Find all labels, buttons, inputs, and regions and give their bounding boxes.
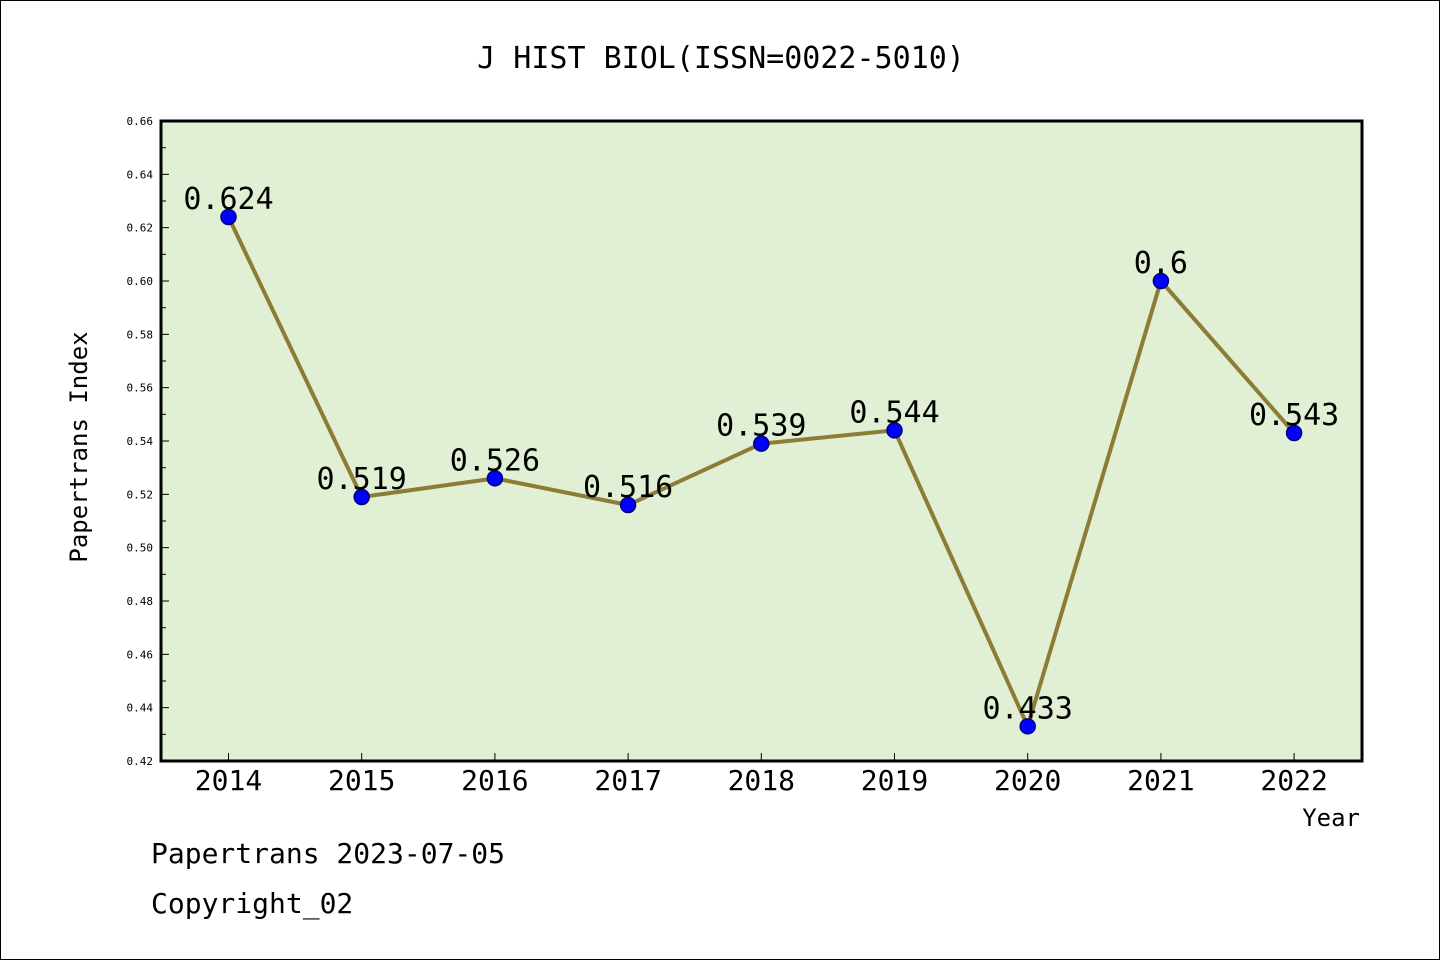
x-tick-label: 2022 [1260, 764, 1327, 797]
x-tick-label: 2019 [861, 764, 928, 797]
x-axis-label: Year [1302, 804, 1360, 832]
y-tick-label: 0.66 [127, 115, 154, 128]
x-tick-label: 2015 [328, 764, 395, 797]
footer-copyright-text: Copyright_02 [151, 887, 354, 920]
data-point [886, 422, 903, 439]
data-label: 0.6 [1134, 246, 1188, 281]
y-tick-label: 0.52 [127, 488, 154, 501]
y-tick-label: 0.60 [127, 275, 154, 288]
y-tick-label: 0.50 [127, 542, 154, 555]
chart-title: J HIST BIOL(ISSN=0022-5010) [477, 41, 965, 76]
x-axis-ticks: 2014 2015 2016 2017 2018 2019 2020 2021 2022 [195, 753, 1328, 797]
data-label: 0.433 [983, 691, 1073, 726]
y-tick-label: 0.62 [127, 222, 154, 235]
data-label: 0.526 [450, 443, 540, 478]
y-tick-label: 0.64 [127, 168, 154, 181]
y-tick-label: 0.44 [127, 702, 154, 715]
y-tick-label: 0.48 [127, 595, 154, 608]
data-point [353, 488, 370, 506]
x-tick-label: 2014 [195, 764, 262, 797]
y-tick-label: 0.56 [127, 382, 154, 395]
y-tick-label: 0.46 [127, 648, 154, 661]
data-label: 0.624 [183, 182, 273, 217]
data-point [1019, 718, 1036, 735]
data-point [619, 496, 637, 514]
data-label: 0.544 [849, 395, 939, 430]
y-tick-label: 0.54 [127, 435, 154, 448]
data-label: 0.543 [1249, 398, 1339, 433]
x-tick-label: 2016 [461, 764, 528, 797]
x-tick-label: 2020 [994, 764, 1061, 797]
y-axis-ticks: 0.42 0.44 0.46 0.48 0.50 0.52 0.54 0.56 0.58 0.60… [127, 115, 169, 768]
data-point [1285, 424, 1303, 442]
data-point [753, 435, 770, 452]
data-label: 0.539 [716, 409, 806, 444]
x-tick-label: 2017 [594, 764, 661, 797]
y-tick-label: 0.58 [127, 328, 154, 341]
data-point [220, 208, 237, 226]
y-tick-label: 0.42 [127, 755, 154, 768]
data-label: 0.516 [583, 470, 673, 505]
y-axis-label: Papertrans Index [65, 331, 93, 562]
data-point [486, 470, 504, 487]
footer-date-text: Papertrans 2023-07-05 [151, 837, 506, 870]
x-tick-label: 2018 [728, 764, 795, 797]
x-tick-label: 2021 [1127, 764, 1194, 797]
series-group: 0.624 0.519 0.526 0.516 0.539 0.544 0.433 0.6 0.… [183, 182, 1339, 735]
data-point [1152, 272, 1170, 290]
data-label: 0.519 [317, 462, 407, 497]
